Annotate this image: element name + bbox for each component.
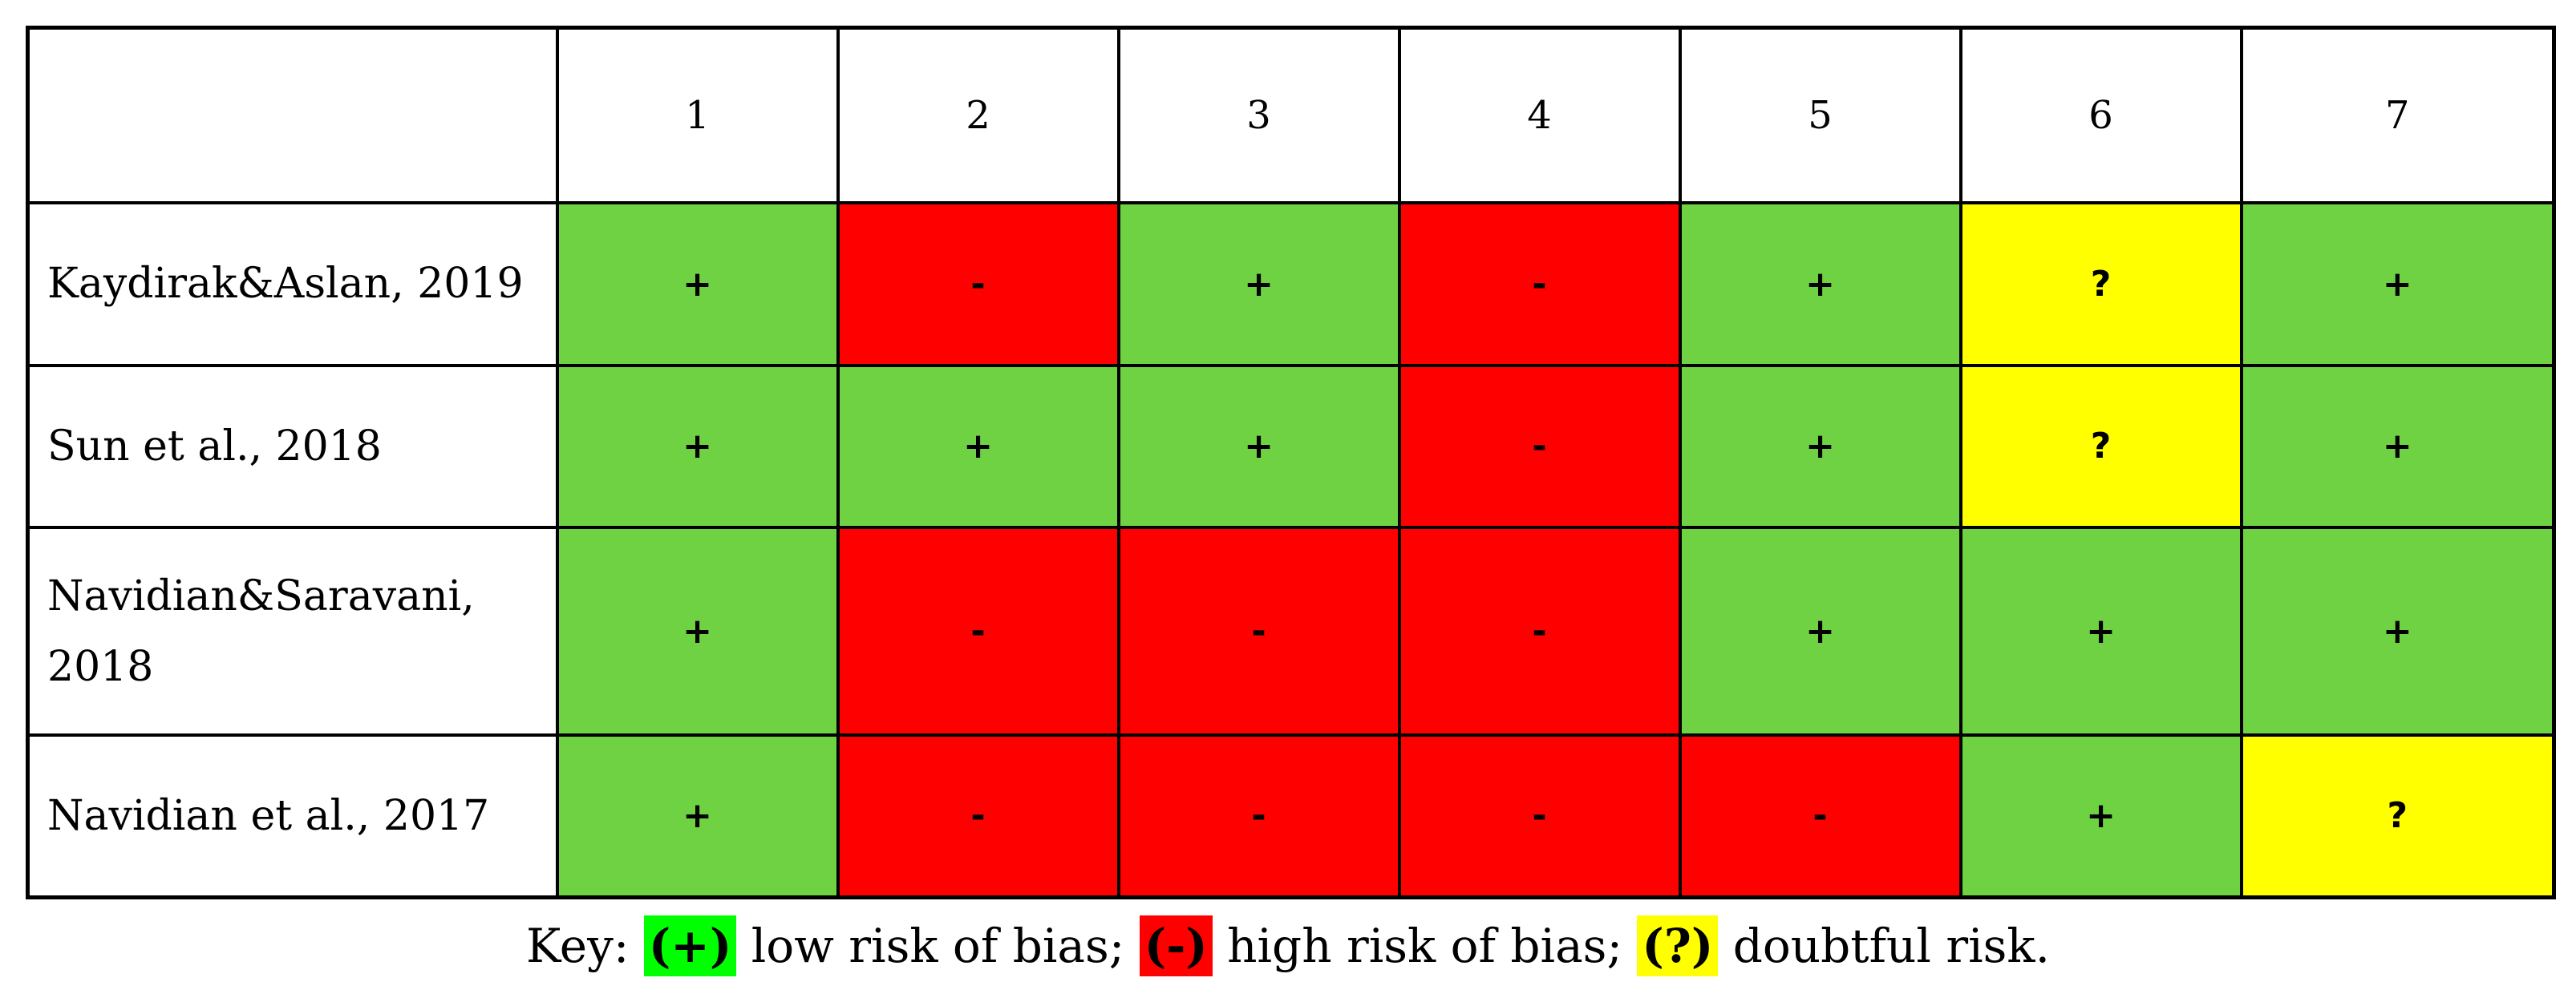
legend-key-prefix: Key:	[525, 919, 644, 973]
header-cell-criterion-2: 2	[836, 26, 1120, 204]
header-cell-criterion-3: 3	[1116, 26, 1401, 204]
rating-cell: +	[2239, 363, 2556, 530]
header-cell-criterion-7: 7	[2239, 26, 2556, 204]
rating-cell: -	[1397, 733, 1682, 899]
rating-cell: ?	[2239, 733, 2556, 899]
rating-cell: +	[1958, 733, 2243, 899]
rating-cell: ?	[1958, 363, 2243, 530]
header-row: 1 2 3 4 5 6 7	[26, 26, 2556, 204]
rating-cell: -	[1116, 733, 1401, 899]
header-cell-criterion-4: 4	[1397, 26, 1682, 204]
table-row: Sun et al., 2018 + + + - + ? +	[26, 363, 2556, 530]
rating-cell: +	[555, 733, 840, 899]
rating-cell: +	[555, 201, 840, 367]
legend-text-doubtful: doubtful risk.	[1718, 919, 2050, 973]
rating-cell: +	[1678, 363, 1962, 530]
legend-symbol-high: (-)	[1139, 915, 1213, 976]
header-cell-criterion-1: 1	[555, 26, 840, 204]
header-cell-criterion-6: 6	[1958, 26, 2243, 204]
study-name-cell: Sun et al., 2018	[26, 363, 559, 530]
study-name-cell: Navidian&Saravani, 2018	[26, 526, 559, 737]
legend-text-high: high risk of bias;	[1212, 919, 1638, 973]
rating-cell: +	[1116, 363, 1401, 530]
rating-cell: +	[1116, 201, 1401, 367]
rating-cell: +	[1958, 526, 2243, 737]
rating-cell: -	[836, 201, 1120, 367]
rating-cell: +	[2239, 526, 2556, 737]
rating-cell: +	[555, 363, 840, 530]
rating-cell: ?	[1958, 201, 2243, 367]
study-name-cell: Navidian et al., 2017	[26, 733, 559, 899]
rating-cell: +	[836, 363, 1120, 530]
legend-text-low: low risk of bias;	[736, 919, 1140, 973]
table-row: Navidian et al., 2017 + - - - - + ?	[26, 733, 2556, 899]
rating-cell: -	[836, 526, 1120, 737]
header-cell-criterion-5: 5	[1678, 26, 1962, 204]
rating-cell: -	[1397, 201, 1682, 367]
rating-cell: +	[1678, 526, 1962, 737]
rating-cell: -	[1397, 526, 1682, 737]
legend-symbol-low: (+)	[643, 915, 737, 976]
rating-cell: -	[1678, 733, 1962, 899]
table-row: Kaydirak&Aslan, 2019 + - + - + ? +	[26, 201, 2556, 367]
legend-symbol-doubtful: (?)	[1637, 915, 1719, 976]
rating-cell: -	[1397, 363, 1682, 530]
study-name-cell: Kaydirak&Aslan, 2019	[26, 201, 559, 367]
risk-of-bias-table: 1 2 3 4 5 6 7 Kaydirak&Aslan, 2019 + - +…	[26, 26, 2556, 899]
legend-key: Key: (+) low risk of bias; (-) high risk…	[0, 903, 2576, 989]
rating-cell: +	[555, 526, 840, 737]
rating-cell: +	[2239, 201, 2556, 367]
rating-cell: +	[1678, 201, 1962, 367]
rating-cell: -	[836, 733, 1120, 899]
rating-cell: -	[1116, 526, 1401, 737]
table-row: Navidian&Saravani, 2018 + - - - + + +	[26, 526, 2556, 737]
header-cell-corner	[26, 26, 559, 204]
